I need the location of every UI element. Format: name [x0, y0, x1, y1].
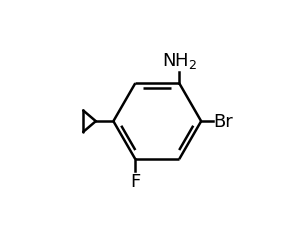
Text: NH$_2$: NH$_2$ [162, 51, 197, 71]
Text: F: F [130, 172, 140, 190]
Text: Br: Br [213, 113, 233, 131]
